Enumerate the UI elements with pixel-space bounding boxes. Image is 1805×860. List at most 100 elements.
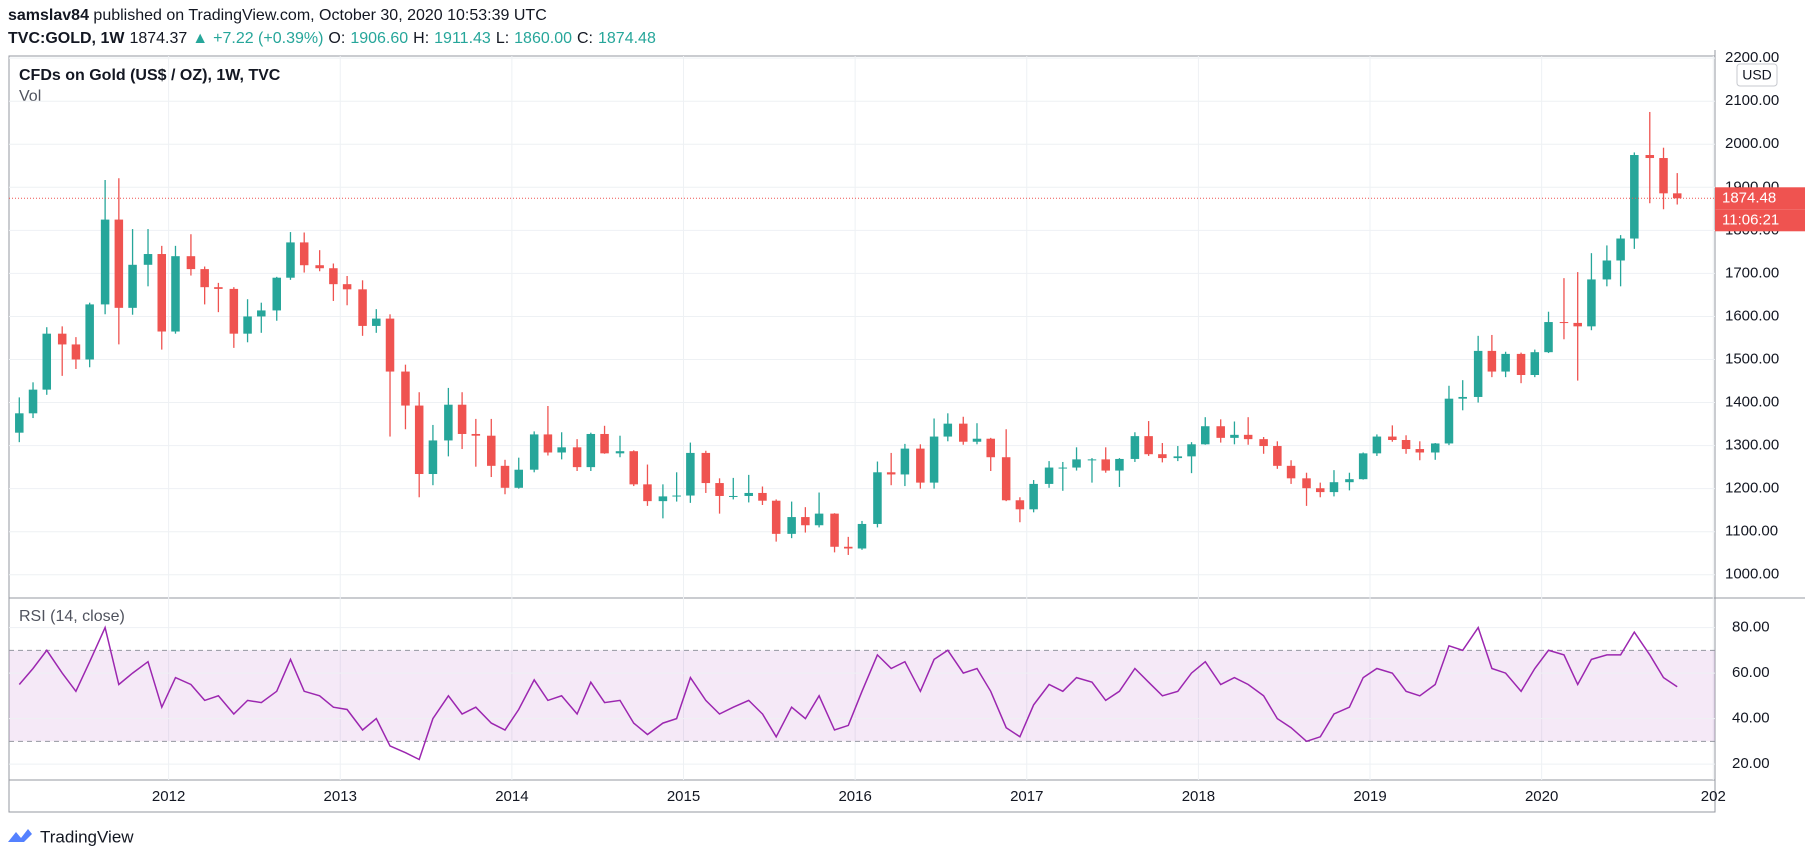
- logo: [8, 829, 32, 842]
- candle-body: [943, 423, 953, 437]
- candle-body: [1243, 434, 1253, 440]
- candle-body: [959, 423, 968, 442]
- candle-body: [543, 434, 553, 453]
- candle-body: [629, 451, 638, 485]
- candle-body: [916, 448, 925, 483]
- candle-body: [715, 483, 724, 496]
- candle-body: [1144, 436, 1153, 455]
- candle-body: [385, 318, 395, 372]
- candle-body: [572, 447, 582, 468]
- candle-body: [615, 451, 625, 454]
- candle-body: [1315, 488, 1325, 493]
- candle-body: [500, 465, 510, 488]
- candle-body: [1101, 459, 1110, 471]
- candle-body: [1072, 459, 1081, 468]
- y-tick-label: 1200.00: [1725, 480, 1779, 497]
- candle-body: [1358, 453, 1368, 480]
- candle-body: [1672, 193, 1682, 199]
- candle-body: [229, 288, 239, 334]
- candle-body: [643, 484, 652, 502]
- x-tick-label: 2015: [667, 788, 700, 805]
- candle-body: [1473, 350, 1483, 397]
- x-tick-label: 202: [1701, 788, 1726, 805]
- candle-body: [428, 440, 438, 475]
- candle-body: [1430, 443, 1440, 453]
- candle-body: [1587, 279, 1596, 327]
- candle-body: [1487, 350, 1497, 372]
- symbol-info: O:: [328, 30, 345, 47]
- y-tick-label: 80.00: [1732, 619, 1770, 636]
- symbol-info: +7.22 (+0.39%): [213, 30, 323, 47]
- candle-body: [787, 517, 796, 534]
- candle-body: [1087, 459, 1097, 461]
- candle-body: [272, 277, 281, 311]
- x-tick-label: 2017: [1010, 788, 1043, 805]
- candle-body: [243, 316, 252, 334]
- candle-body: [257, 310, 266, 317]
- candle-body: [1158, 454, 1167, 459]
- candle-body: [1259, 439, 1268, 447]
- candle-body: [286, 242, 295, 278]
- candle-body: [444, 404, 453, 441]
- x-tick-label: 2013: [324, 788, 357, 805]
- candle-body: [1388, 436, 1397, 441]
- candle-body: [457, 404, 467, 434]
- symbol-info: 1911.43: [434, 30, 491, 47]
- x-tick-label: 2016: [838, 788, 871, 805]
- candle-body: [1516, 353, 1526, 376]
- candle-body: [514, 469, 523, 488]
- candle-body: [744, 492, 753, 496]
- candle-body: [114, 219, 124, 308]
- candle-body: [658, 496, 668, 502]
- candle-body: [1058, 467, 1068, 469]
- candle-body: [143, 254, 153, 265]
- candle-body: [1173, 456, 1183, 459]
- symbol-info: 1860.00: [514, 30, 572, 47]
- footer-brand: TradingView: [40, 827, 134, 846]
- candle-body: [128, 264, 137, 308]
- candle-body: [487, 435, 496, 466]
- candle-body: [329, 268, 338, 285]
- candle-body: [1559, 322, 1569, 324]
- candle-body: [71, 344, 81, 360]
- candle-body: [529, 434, 539, 470]
- price-badge-label: 1874.48: [1722, 189, 1776, 206]
- candle-body: [1501, 353, 1510, 372]
- candle-body: [372, 318, 381, 326]
- candle-body: [900, 448, 910, 475]
- candle-body: [1530, 352, 1540, 376]
- symbol-info: L:: [496, 30, 509, 47]
- x-tick-label: 2014: [495, 788, 528, 805]
- candle-body: [57, 333, 67, 345]
- candle-body: [672, 495, 681, 497]
- candle-body: [200, 269, 209, 288]
- candle-body: [686, 452, 695, 496]
- candle-body: [1415, 449, 1425, 453]
- candle-body: [1130, 436, 1140, 459]
- candle-body: [1230, 434, 1239, 438]
- candle-body: [1302, 478, 1311, 489]
- candle-body: [600, 433, 609, 454]
- candle-body: [1372, 436, 1382, 454]
- y-tick-label: 1300.00: [1725, 437, 1779, 454]
- candle-body: [1044, 467, 1054, 484]
- candle-body: [1616, 238, 1625, 261]
- candle-body: [557, 447, 566, 453]
- candle-body: [886, 472, 896, 475]
- symbol-info: C:: [577, 30, 593, 47]
- currency-box: [1736, 63, 1778, 87]
- rsi-band: [9, 650, 1715, 742]
- candle-body: [1444, 398, 1454, 444]
- candle-body: [414, 405, 424, 475]
- candle-body: [100, 219, 110, 305]
- y-tick-label: 1500.00: [1725, 350, 1779, 367]
- y-tick-label: 1100.00: [1725, 523, 1778, 540]
- candle-body: [1630, 155, 1639, 239]
- candle-body: [986, 438, 995, 458]
- candle-body: [299, 242, 309, 266]
- candle-body: [214, 287, 223, 289]
- candle-body: [729, 495, 738, 497]
- candle-body: [1401, 440, 1411, 450]
